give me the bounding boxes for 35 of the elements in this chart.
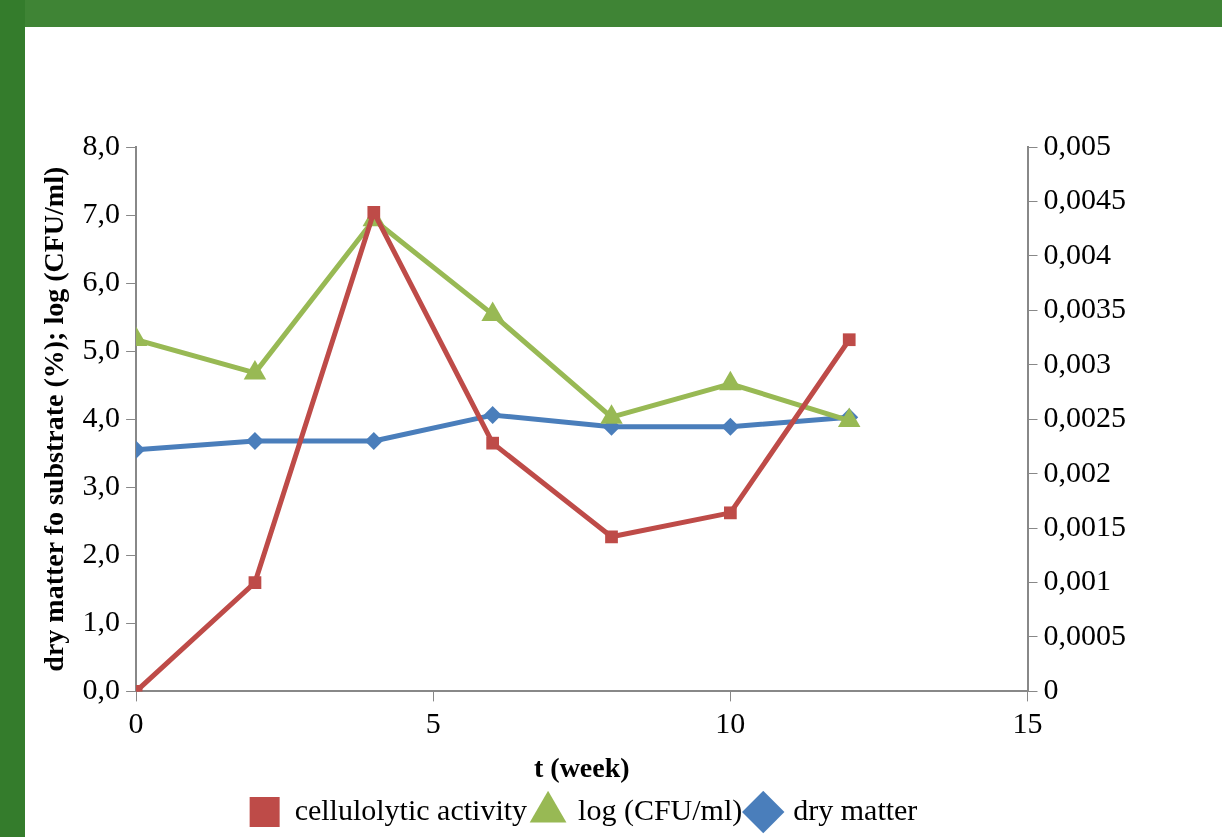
y2-tick-label: 0,0005 [1043, 617, 1126, 651]
point [248, 576, 262, 589]
x-tick-label: 10 [715, 706, 746, 740]
x-tick-label: 0 [128, 706, 144, 740]
y-tick-label: 5,0 [82, 332, 121, 366]
x-tick-label: 15 [1012, 706, 1043, 740]
y-tick-label: 2,0 [82, 536, 121, 570]
point [605, 530, 618, 544]
y2-tick-label: 0,0035 [1043, 291, 1126, 325]
y2-tick-label: 0,005 [1043, 127, 1111, 161]
point [842, 333, 856, 347]
y2-tick-label: 0,0015 [1043, 508, 1126, 542]
legend-label: dry matter [793, 792, 918, 826]
point [367, 205, 381, 219]
point [724, 506, 737, 520]
point [486, 436, 500, 450]
y-tick-label: 0,0 [82, 672, 121, 706]
y2-tick-label: 0,004 [1043, 236, 1111, 270]
y2-tick-label: 0,003 [1043, 345, 1111, 379]
y2-tick-label: 0,001 [1043, 563, 1111, 597]
legend-label: cellulolytic activity [294, 792, 528, 826]
y-tick-label: 1,0 [82, 604, 121, 638]
y-tick-label: 4,0 [82, 400, 121, 434]
legend-label: log (CFU/ml) [578, 792, 743, 827]
x-tick-label: 5 [425, 706, 441, 740]
y2-tick-label: 0,0025 [1043, 400, 1126, 434]
y-tick-label: 7,0 [82, 195, 121, 229]
y-tick-label: 8,0 [82, 127, 121, 161]
y-tick-label: 3,0 [82, 468, 121, 502]
y2-tick-label: 0 [1043, 672, 1059, 706]
y-axis-title: dry matter fo substrate (%); log (CFU/ml) [38, 166, 70, 672]
x-axis-title: t (week) [533, 752, 630, 784]
y2-tick-label: 0,0045 [1043, 182, 1126, 216]
y2-tick-label: 0,002 [1043, 454, 1111, 488]
y-tick-label: 6,0 [82, 263, 121, 297]
